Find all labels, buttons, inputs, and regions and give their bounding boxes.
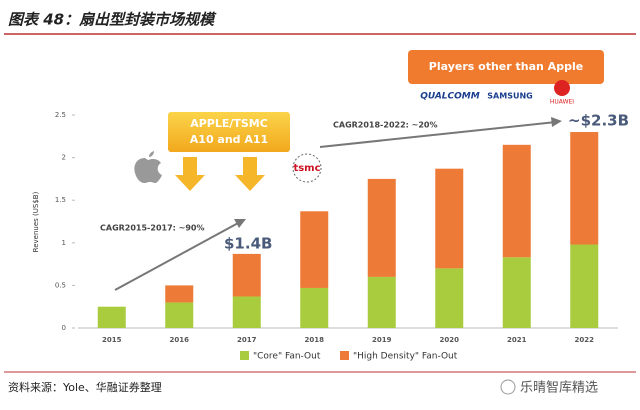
logo-tsmc: tsmc bbox=[293, 163, 320, 174]
huawei-mark bbox=[554, 80, 570, 96]
arrow-head bbox=[234, 219, 246, 228]
legend-swatch bbox=[240, 351, 249, 360]
chip-label: A10 and A11 bbox=[190, 133, 268, 146]
bar-segment bbox=[502, 144, 531, 258]
x-tick-label: 2018 bbox=[305, 336, 325, 344]
arrow-down bbox=[235, 157, 265, 191]
bar-segment bbox=[570, 244, 599, 328]
bar-segment bbox=[435, 268, 464, 328]
apple-tsmc-box bbox=[168, 112, 290, 152]
bar-segment bbox=[367, 276, 396, 328]
x-tick-label: 2021 bbox=[507, 336, 527, 344]
value-callout: ~$2.3B bbox=[568, 112, 629, 130]
y-tick-label: 0.5 bbox=[55, 281, 66, 289]
value-callout: $1.4B bbox=[224, 235, 272, 253]
apple-logo bbox=[134, 151, 162, 183]
logo-qualcomm: QUALCOMM bbox=[420, 92, 479, 102]
x-tick-label: 2015 bbox=[102, 336, 122, 344]
logo-huawei: HUAWEI bbox=[550, 99, 574, 106]
bar-segment bbox=[435, 168, 464, 269]
x-tick-label: 2016 bbox=[170, 336, 190, 344]
watermark: 乐晴智库精选 bbox=[520, 380, 598, 396]
cagr-early: CAGR2015-2017: ~90% bbox=[100, 224, 204, 233]
tsmc-ring bbox=[292, 153, 322, 183]
players-box bbox=[408, 50, 604, 84]
x-tick-label: 2022 bbox=[575, 336, 595, 344]
y-tick-label: 2.5 bbox=[55, 111, 66, 119]
arrow-head bbox=[551, 117, 562, 127]
y-axis-label: Revenues (US$B) bbox=[32, 191, 40, 252]
bar-segment bbox=[300, 287, 329, 328]
x-tick-label: 2019 bbox=[372, 336, 392, 344]
bar-segment bbox=[165, 302, 194, 328]
bar-segment bbox=[165, 285, 194, 303]
bar-segment bbox=[502, 257, 531, 328]
bar-segment bbox=[300, 211, 329, 288]
bar-segment bbox=[232, 296, 261, 328]
trend-arrow bbox=[319, 121, 557, 148]
bar-segment bbox=[232, 253, 261, 297]
x-tick-label: 2017 bbox=[237, 336, 257, 344]
legend-swatch bbox=[340, 351, 349, 360]
watermark-icon bbox=[500, 379, 516, 395]
y-tick-label: 1 bbox=[62, 239, 66, 247]
legend-label: "High Density" Fan-Out bbox=[353, 352, 458, 362]
y-tick-label: 0 bbox=[62, 324, 66, 332]
legend-label: "Core" Fan-Out bbox=[253, 352, 321, 362]
source-note: 资料来源：Yole、华融证券整理 bbox=[8, 380, 162, 394]
chart-title: 图表 48：扇出型封装市场规模 bbox=[8, 11, 217, 29]
y-tick-label: 2 bbox=[62, 154, 66, 162]
arrow-down bbox=[175, 157, 205, 191]
trend-arrow bbox=[114, 221, 241, 291]
bar-segment bbox=[570, 132, 599, 245]
players-label: Players other than Apple bbox=[429, 60, 583, 73]
apple-tsmc-label: APPLE/TSMC bbox=[190, 117, 268, 130]
x-tick-label: 2020 bbox=[440, 336, 460, 344]
bar-segment bbox=[97, 306, 126, 328]
bar-segment bbox=[367, 178, 396, 277]
cagr-late: CAGR2018-2022: ~20% bbox=[333, 121, 437, 130]
y-tick-label: 1.5 bbox=[55, 196, 66, 204]
logo-samsung: SAMSUNG bbox=[487, 92, 532, 101]
